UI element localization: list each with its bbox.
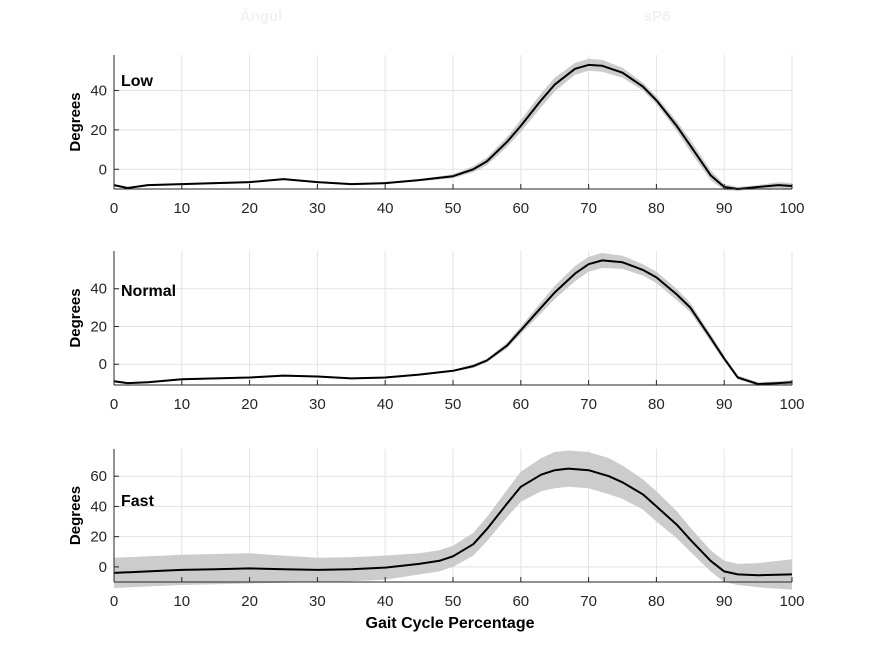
x-tick-label: 100 (779, 593, 804, 610)
x-tick-label: 10 (173, 200, 190, 217)
faint-title-left: Ángul (240, 8, 283, 25)
x-tick-label: 80 (648, 200, 665, 217)
y-tick-label: 20 (90, 318, 107, 335)
x-tick-label: 70 (580, 396, 597, 413)
mean-line (113, 467, 793, 577)
x-tick-label: 0 (110, 200, 118, 217)
x-tick-label: 100 (779, 396, 804, 413)
panel-normal: 0 10 20 30 40 50 60 70 80 90 100 0 20 40 Degrees Normal (67, 251, 805, 413)
y-axis-label: Degrees (67, 92, 84, 151)
x-tick-label: 20 (241, 396, 258, 413)
x-tick-label: 50 (445, 396, 462, 413)
y-tick-label: 60 (90, 468, 107, 485)
x-tick-label: 90 (716, 200, 733, 217)
x-tick-label: 20 (241, 200, 258, 217)
x-tick-label: 30 (309, 200, 326, 217)
y-tick-label: 20 (90, 529, 107, 546)
mean-line (113, 63, 793, 190)
panel-label: Normal (121, 283, 176, 300)
x-tick-label: 50 (445, 593, 462, 610)
x-tick-label: 80 (648, 396, 665, 413)
x-tick-label: 90 (716, 396, 733, 413)
x-tick-label: 0 (110, 593, 118, 610)
x-tick-label: 10 (173, 396, 190, 413)
panel-label: Fast (121, 493, 155, 510)
x-tick-label: 10 (173, 593, 190, 610)
x-tick-label: 90 (716, 593, 733, 610)
x-tick-label: 60 (512, 200, 529, 217)
x-tick-label: 30 (309, 593, 326, 610)
faint-title-right: sP8 (644, 8, 671, 25)
y-tick-label: 40 (90, 281, 107, 298)
x-tick-label: 40 (377, 396, 394, 413)
panel-low: 0 10 20 30 40 50 60 70 80 90 100 0 20 40 Degrees Low (67, 55, 805, 217)
y-tick-label: 0 (99, 559, 107, 576)
x-tick-label: 60 (512, 593, 529, 610)
x-tick-label: 40 (377, 593, 394, 610)
mean-line (113, 259, 793, 386)
y-tick-label: 0 (99, 161, 107, 178)
x-tick-label: 30 (309, 396, 326, 413)
y-tick-label: 0 (99, 356, 107, 373)
x-tick-label: 0 (110, 396, 118, 413)
x-tick-label: 60 (512, 396, 529, 413)
x-tick-label: 20 (241, 593, 258, 610)
y-tick-label: 20 (90, 122, 107, 139)
panel-fast: 0 10 20 30 40 50 60 70 80 90 100 0 20 40 60 Degrees Fast (67, 449, 805, 610)
sd-band (114, 450, 792, 590)
y-axis-label: Degrees (67, 288, 84, 347)
y-axis-label: Degrees (67, 486, 84, 545)
x-tick-label: 70 (580, 200, 597, 217)
x-tick-label: 70 (580, 593, 597, 610)
x-axis-label: Gait Cycle Percentage (366, 615, 535, 632)
x-tick-label: 80 (648, 593, 665, 610)
x-tick-label: 50 (445, 200, 462, 217)
x-tick-label: 100 (779, 200, 804, 217)
x-tick-label: 40 (377, 200, 394, 217)
y-tick-label: 40 (90, 498, 107, 515)
y-tick-label: 40 (90, 82, 107, 99)
panel-label: Low (121, 73, 154, 90)
